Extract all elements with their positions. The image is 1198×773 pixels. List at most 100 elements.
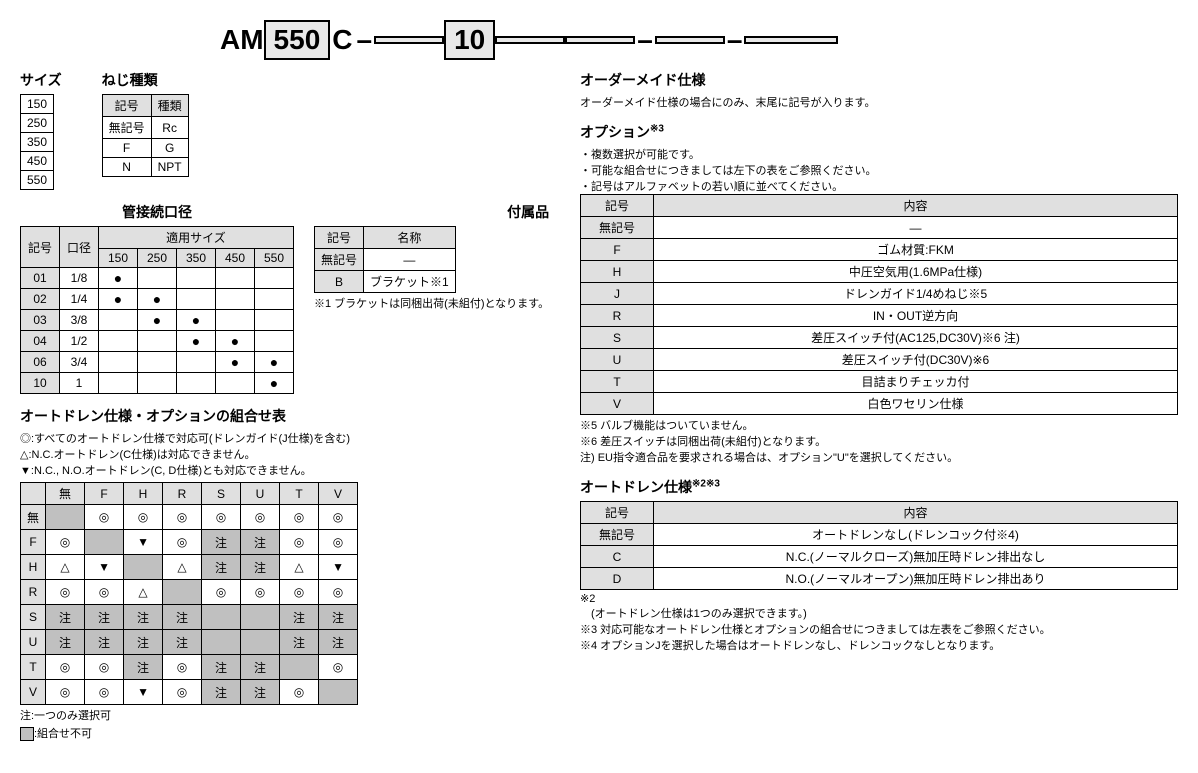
port-dot: ● [138, 310, 177, 331]
combo-cell: ▼ [319, 555, 358, 580]
acc-note: ※1 ブラケットは同梱出荷(未組付)となります。 [314, 295, 549, 311]
combo-cell: △ [163, 555, 202, 580]
combo-cell: ◎ [202, 580, 241, 605]
option-cell: T [581, 371, 654, 393]
port-dot: ● [255, 352, 294, 373]
option-cell: U [581, 349, 654, 371]
port-dot: ● [99, 268, 138, 289]
combo-cell: 注 [241, 530, 280, 555]
combo-cell [163, 580, 202, 605]
thread-cell: NPT [151, 158, 188, 177]
size-cell: 350 [21, 133, 54, 152]
combo-cell: ◎ [241, 505, 280, 530]
thread-cell: G [151, 139, 188, 158]
port-dot: ● [255, 373, 294, 394]
autodrain-cell: N.O.(ノーマルオープン)無加圧時ドレン排出あり [654, 568, 1178, 590]
combo-cell [319, 680, 358, 705]
combo-cell: ◎ [280, 530, 319, 555]
size-cell: 550 [21, 171, 54, 190]
port-dot: ● [99, 289, 138, 310]
port-dot: ● [177, 331, 216, 352]
option-cell: 中圧空気用(1.6MPa仕様) [654, 261, 1178, 283]
option-cell: 無記号 [581, 217, 654, 239]
combo-cell: 注 [46, 605, 85, 630]
combo-cell: ▼ [85, 555, 124, 580]
combo-cell: ◎ [46, 530, 85, 555]
option-table: 記号内容無記号—Fゴム材質:FKMH中圧空気用(1.6MPa仕様)Jドレンガイド… [580, 194, 1178, 415]
autodrain-cell: オートドレンなし(ドレンコック付※4) [654, 524, 1178, 546]
option-title: オプション※3 [580, 122, 1178, 142]
custom-note: オーダーメイド仕様の場合にのみ、末尾に記号が入ります。 [580, 94, 1178, 110]
port-title: 管接続口径 [20, 202, 294, 222]
port-dot [216, 289, 255, 310]
combo-cell: 注 [202, 530, 241, 555]
option-cell: J [581, 283, 654, 305]
combo-cell: ◎ [280, 680, 319, 705]
combo-cell: 注 [241, 680, 280, 705]
combo-cell: 注 [202, 680, 241, 705]
port-dot: ● [138, 289, 177, 310]
autodrain-section: オートドレン仕様※2※3 記号内容無記号オートドレンなし(ドレンコック付※4)C… [580, 477, 1178, 653]
combo-title: オートドレン仕様・オプションの組合せ表 [20, 406, 560, 426]
port-dot: ● [177, 310, 216, 331]
combo-cell: 注 [85, 630, 124, 655]
option-notes: ※5 バルブ機能はついていません。※6 差圧スイッチは同梱出荷(未組付)となりま… [580, 417, 1178, 465]
port-dot [99, 352, 138, 373]
combo-cell: 注 [163, 605, 202, 630]
autodrain-title: オートドレン仕様※2※3 [580, 477, 1178, 497]
combo-legend: ◎:すべてのオートドレン仕様で対応可(ドレンガイド(J仕様)を含む)△:N.C.… [20, 430, 560, 478]
combo-cell: 注 [124, 605, 163, 630]
option-cell: V [581, 393, 654, 415]
combo-cell [241, 605, 280, 630]
option-bullets: ・複数選択が可能です。・可能な組合せにつきましては左下の表をご参照ください。・記… [580, 146, 1178, 194]
combo-cell: ◎ [124, 505, 163, 530]
port-dot [177, 268, 216, 289]
combo-cell: 注 [319, 630, 358, 655]
port-dot [99, 331, 138, 352]
option-cell: ゴム材質:FKM [654, 239, 1178, 261]
combo-foot1: 注:一つのみ選択可 [20, 707, 560, 723]
combo-cell [124, 555, 163, 580]
combo-cell: 注 [319, 605, 358, 630]
combo-cell [46, 505, 85, 530]
autodrain-cell: N.C.(ノーマルクローズ)無加圧時ドレン排出なし [654, 546, 1178, 568]
combo-cell: 注 [241, 655, 280, 680]
combo-cell: ◎ [319, 655, 358, 680]
combo-cell: ◎ [163, 680, 202, 705]
acc-table: 記号名称無記号—Bブラケット※1 [314, 226, 456, 293]
port-dot: ● [216, 352, 255, 373]
combo-cell [85, 530, 124, 555]
combo-cell: 注 [280, 605, 319, 630]
port-dot [99, 373, 138, 394]
combo-cell: 注 [85, 605, 124, 630]
thread-cell: N [102, 158, 151, 177]
port-dot [177, 352, 216, 373]
port-dot [177, 289, 216, 310]
combo-cell: ◎ [163, 505, 202, 530]
size-cell: 250 [21, 114, 54, 133]
combo-cell: ◎ [46, 580, 85, 605]
thread-cell: Rc [151, 117, 188, 139]
port-dot [138, 352, 177, 373]
combo-cell: ◎ [280, 580, 319, 605]
combo-cell [241, 630, 280, 655]
thread-header: 種類 [151, 95, 188, 117]
thread-title: ねじ種類 [102, 70, 189, 90]
combo-cell: ◎ [85, 505, 124, 530]
option-cell: F [581, 239, 654, 261]
combo-cell: ◎ [202, 505, 241, 530]
combo-cell: ▼ [124, 680, 163, 705]
custom-title: オーダーメイド仕様 [580, 70, 1178, 90]
pn-prefix: AM [220, 24, 264, 56]
port-dot [138, 268, 177, 289]
combo-cell: ◎ [85, 655, 124, 680]
combo-cell: 注 [202, 655, 241, 680]
port-dot [99, 310, 138, 331]
port-dot [138, 373, 177, 394]
size-section: サイズ 150250350450550 [20, 70, 62, 190]
port-dot [216, 373, 255, 394]
combo-cell: ◎ [85, 580, 124, 605]
combo-section: オートドレン仕様・オプションの組合せ表 ◎:すべてのオートドレン仕様で対応可(ド… [20, 406, 560, 741]
combo-cell: ◎ [163, 655, 202, 680]
size-title: サイズ [20, 70, 62, 90]
